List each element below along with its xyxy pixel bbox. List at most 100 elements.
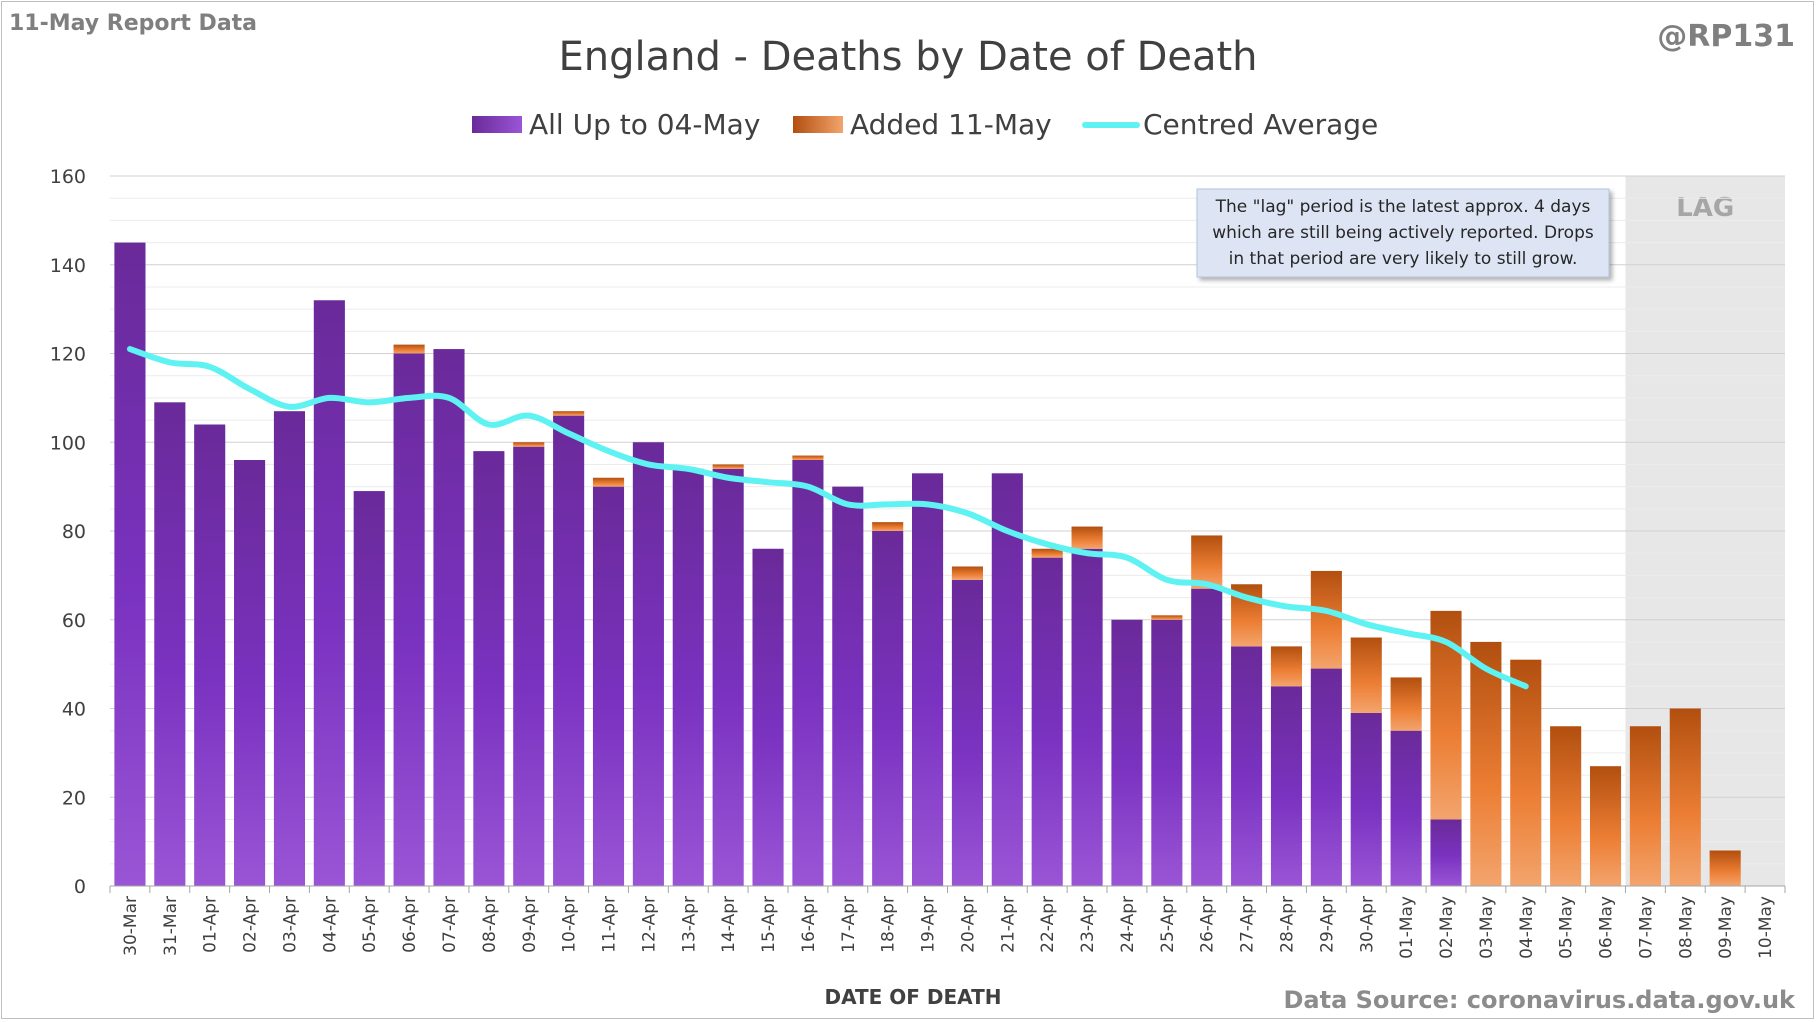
x-tick-label: 16-Apr bbox=[799, 896, 819, 953]
bar-base-26-Apr bbox=[1191, 588, 1223, 886]
x-tick-label: 18-Apr bbox=[879, 896, 899, 953]
bar-base-03-Apr bbox=[273, 411, 306, 886]
bar-base-20-Apr bbox=[951, 579, 983, 886]
bar-base-15-Apr bbox=[752, 548, 784, 886]
x-tick-label: 02-May bbox=[1437, 896, 1457, 959]
bar-added-22-Apr bbox=[1031, 548, 1063, 558]
bar-base-06-Apr bbox=[393, 353, 425, 886]
centred-average-line-group bbox=[126, 346, 1529, 690]
bar-added-11-Apr bbox=[592, 477, 625, 487]
bar-base-04-Apr bbox=[313, 300, 345, 886]
bar-added-04-May bbox=[1510, 659, 1542, 886]
bar-added-10-Apr bbox=[553, 411, 585, 416]
bar-base-12-Apr bbox=[632, 442, 664, 886]
bar-base-02-May bbox=[1430, 819, 1462, 886]
bar-added-16-Apr bbox=[792, 455, 824, 460]
bar-base-29-Apr bbox=[1310, 668, 1342, 886]
bar-added-23-Apr bbox=[1071, 526, 1103, 549]
x-tick-label: 07-Apr bbox=[440, 896, 460, 953]
chart-title: England - Deaths by Date of Death bbox=[558, 34, 1257, 80]
x-tick-label: 05-Apr bbox=[360, 896, 380, 953]
x-tick-label: 06-May bbox=[1597, 896, 1617, 959]
y-tick-label: 80 bbox=[62, 521, 86, 543]
bar-base-18-Apr bbox=[872, 531, 904, 886]
gridlines bbox=[110, 175, 1785, 865]
y-tick-label: 0 bbox=[74, 876, 86, 898]
legend-label-added: Added 11-May bbox=[850, 108, 1052, 141]
bar-added-25-Apr bbox=[1151, 615, 1183, 620]
bar-added-01-May bbox=[1390, 677, 1422, 731]
x-tick-label: 04-Apr bbox=[320, 896, 340, 953]
y-tick-label: 40 bbox=[62, 699, 86, 721]
annotation-line-3: in that period are very likely to still … bbox=[1229, 249, 1578, 269]
x-axis-title: DATE OF DEATH bbox=[825, 985, 1002, 1009]
author-handle: @RP131 bbox=[1657, 19, 1795, 54]
bar-base-25-Apr bbox=[1151, 619, 1183, 886]
bar-added-18-Apr bbox=[872, 522, 904, 531]
x-tick-label: 11-Apr bbox=[600, 896, 620, 953]
y-tick-label: 120 bbox=[50, 344, 86, 366]
x-tick-label: 26-Apr bbox=[1198, 896, 1218, 953]
legend-swatch-base bbox=[472, 116, 522, 133]
bar-base-09-Apr bbox=[513, 446, 545, 886]
legend-label-average: Centred Average bbox=[1143, 108, 1378, 141]
x-tick-label: 28-Apr bbox=[1277, 896, 1297, 953]
bar-base-13-Apr bbox=[672, 468, 704, 886]
x-tick-label: 01-May bbox=[1397, 896, 1417, 959]
bar-added-09-May bbox=[1709, 850, 1741, 886]
x-tick-label: 08-May bbox=[1676, 896, 1696, 959]
x-tick-label: 15-Apr bbox=[759, 896, 779, 953]
bar-base-21-Apr bbox=[991, 473, 1023, 886]
bar-added-06-Apr bbox=[393, 344, 425, 354]
bar-added-26-Apr bbox=[1191, 535, 1223, 589]
bar-base-16-Apr bbox=[792, 460, 824, 886]
bar-base-30-Apr bbox=[1350, 712, 1382, 886]
x-tick-label: 23-Apr bbox=[1078, 896, 1098, 953]
bar-base-22-Apr bbox=[1031, 557, 1063, 886]
x-tick-label: 13-Apr bbox=[679, 896, 699, 953]
x-tick-label: 08-Apr bbox=[480, 896, 500, 953]
bar-base-14-Apr bbox=[712, 468, 744, 886]
bar-base-19-Apr bbox=[912, 473, 944, 886]
bar-base-02-Apr bbox=[234, 460, 266, 886]
x-tick-label: 05-May bbox=[1557, 896, 1577, 959]
lag-annotation: The "lag" period is the latest approx. 4… bbox=[1196, 188, 1610, 278]
bar-added-06-May bbox=[1589, 766, 1622, 886]
x-tick-label: 27-Apr bbox=[1238, 896, 1258, 953]
legend-label-base: All Up to 04-May bbox=[529, 108, 760, 141]
x-tick-label: 02-Apr bbox=[241, 896, 261, 953]
data-source: Data Source: coronavirus.data.gov.uk bbox=[1284, 986, 1797, 1014]
bar-base-31-Mar bbox=[154, 402, 186, 886]
y-tick-label: 160 bbox=[50, 166, 86, 188]
bar-added-30-Apr bbox=[1350, 637, 1382, 713]
bar-added-20-Apr bbox=[951, 566, 983, 580]
bar-added-14-Apr bbox=[712, 464, 744, 469]
lag-label: LAG bbox=[1676, 193, 1734, 223]
y-tick-label: 100 bbox=[50, 432, 86, 454]
bar-base-08-Apr bbox=[473, 451, 505, 886]
x-tick-label: 04-May bbox=[1517, 896, 1537, 959]
y-tick-label: 140 bbox=[50, 255, 86, 277]
x-tick-label: 10-May bbox=[1756, 896, 1776, 959]
bar-added-05-May bbox=[1550, 726, 1582, 886]
x-tick-label: 03-Apr bbox=[280, 896, 300, 953]
x-tick-label: 19-Apr bbox=[919, 896, 939, 953]
bar-added-29-Apr bbox=[1310, 570, 1342, 669]
bar-base-23-Apr bbox=[1071, 548, 1103, 886]
x-tick-label: 25-Apr bbox=[1158, 896, 1178, 953]
bar-added-03-May bbox=[1470, 641, 1502, 886]
x-tick-label: 09-May bbox=[1716, 896, 1736, 959]
report-label: 11-May Report Data bbox=[9, 11, 257, 36]
x-tick-label: 06-Apr bbox=[400, 896, 420, 953]
bar-added-08-May bbox=[1669, 708, 1701, 886]
bar-added-09-Apr bbox=[513, 442, 545, 447]
x-tick-label: 24-Apr bbox=[1118, 896, 1138, 953]
legend: All Up to 04-May Added 11-May Centred Av… bbox=[472, 108, 1378, 141]
x-tick-label: 29-Apr bbox=[1317, 896, 1337, 953]
x-tick-label: 30-Apr bbox=[1357, 896, 1377, 953]
y-axis: 0 20 40 60 80 100 120 140 160 bbox=[50, 166, 86, 898]
x-tick-label: 09-Apr bbox=[520, 896, 540, 953]
x-tick-label: 03-May bbox=[1477, 896, 1497, 959]
